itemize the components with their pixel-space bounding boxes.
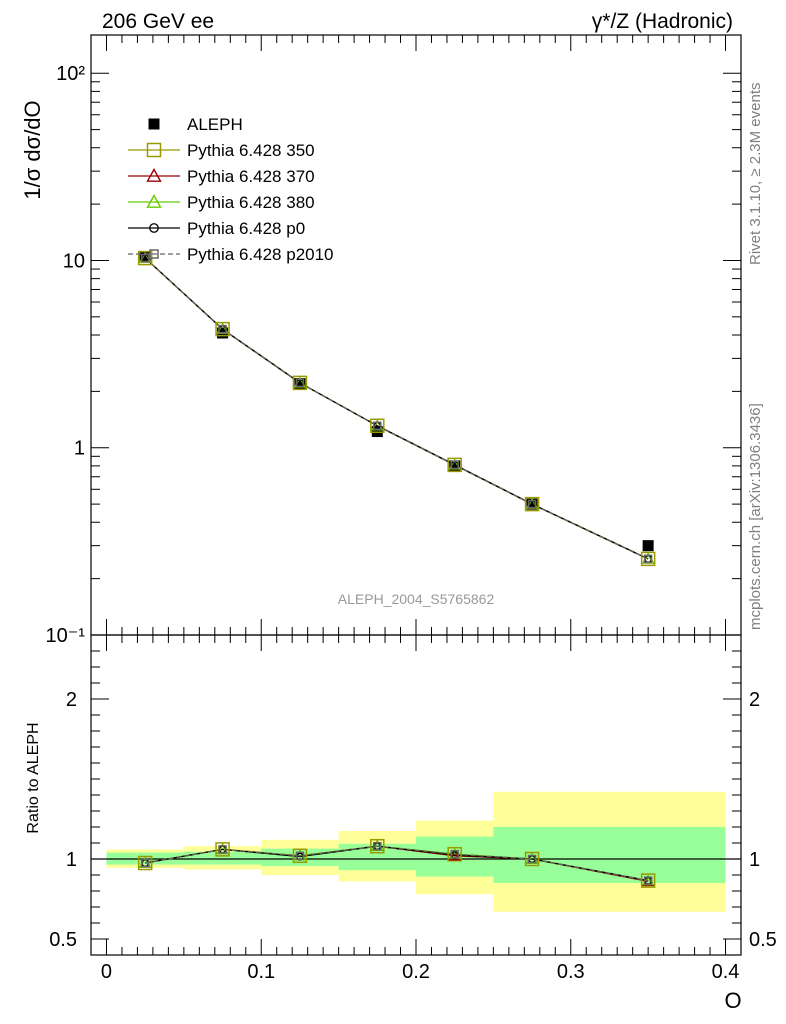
rivet-version-label: Rivet 3.1.10, ≥ 2.3M events — [747, 83, 764, 266]
legend-label-p0: Pythia 6.428 p0 — [187, 219, 305, 238]
ratio-marker-p2010 — [450, 849, 459, 859]
main-y-tick-label: 1 — [74, 438, 85, 460]
marker-p350 — [447, 457, 462, 473]
aleph-data-point — [294, 378, 306, 390]
marker-p350 — [640, 551, 656, 567]
main-y-tick-label: 10 — [63, 250, 85, 272]
ratio-marker-p350 — [447, 846, 462, 862]
ratio-panel: 2 2 1 1 0.5 0.5 0 0.1 0.2 0.3 0.4 — [49, 635, 777, 983]
mcplots-label: mcplots.cern.ch [arXiv:1306.3436] — [747, 403, 764, 630]
uncertainty-band-inner — [183, 851, 262, 865]
marker-p2010 — [527, 499, 537, 509]
main-y-tick-label: 10⁻¹ — [46, 625, 86, 647]
ratio-y-axis-label: Ratio to ALEPH — [25, 722, 42, 833]
main-y-axis-label: 1/σ dσ/dO — [20, 100, 45, 199]
legend-marker-p380 — [146, 194, 162, 208]
series-line-p350 — [144, 257, 649, 560]
legend-label-p370: Pythia 6.428 370 — [187, 167, 315, 186]
ratio-y-tick-label: 0.5 — [49, 929, 77, 951]
ratio-marker-p350 — [640, 873, 656, 888]
ratio-marker-p370 — [448, 849, 461, 861]
marker-p350 — [292, 375, 308, 391]
x-tick-label: 0.2 — [402, 961, 430, 983]
ratio-y-tick-label-right: 2 — [749, 689, 760, 711]
ratio-marker-p2010 — [373, 841, 382, 851]
x-tick-label: 0.3 — [557, 961, 585, 983]
legend-marker-p350 — [146, 142, 162, 158]
ratio-panel-frame — [90, 634, 742, 956]
legend-label-p380: Pythia 6.428 380 — [187, 193, 315, 212]
ratio-marker-p350 — [137, 855, 153, 871]
marker-p2010 — [373, 421, 382, 431]
ratio-marker-p350 — [292, 848, 308, 864]
marker-p2010 — [295, 378, 305, 388]
ratio-marker-p2010 — [140, 858, 150, 868]
ratio-y-tick-label-right: 1 — [749, 849, 760, 871]
main-y-tick-label: 10² — [56, 63, 85, 85]
ratio-y-tick-label: 2 — [66, 689, 77, 711]
legend-marker-data — [148, 118, 160, 130]
ratio-marker-p350 — [215, 842, 230, 857]
legend-label-data: ALEPH — [187, 115, 243, 134]
legend: ALEPH Pythia 6.428 350 Pythia 6.428 370 Pyt… — [128, 115, 334, 264]
marker-p2010 — [218, 324, 227, 334]
series-line-p380 — [144, 257, 649, 560]
x-axis-label: O — [724, 988, 741, 1013]
ratio-marker-p2010 — [643, 876, 653, 885]
aleph-data-point — [449, 460, 461, 472]
ratio-line-p2010 — [145, 845, 649, 882]
marker-p350 — [215, 321, 230, 337]
legend-marker-p2010 — [149, 249, 159, 259]
x-tick-label: 0.4 — [712, 961, 740, 983]
aleph-data-point — [642, 540, 654, 552]
marker-p350 — [524, 496, 540, 512]
x-tick-label: 0 — [101, 961, 112, 983]
aleph-data-point — [526, 498, 538, 510]
legend-label-p2010: Pythia 6.428 p2010 — [187, 245, 334, 264]
series-line-p370 — [144, 257, 649, 560]
ratio-y-tick-label-right: 0.5 — [749, 929, 777, 951]
header-energy-label: 206 GeV ee — [102, 10, 214, 33]
series-line-p0 — [144, 257, 649, 560]
marker-p2010 — [643, 554, 653, 564]
marker-p2010 — [450, 460, 459, 470]
ratio-marker-p2010 — [218, 845, 227, 854]
marker-p350 — [370, 418, 385, 434]
x-tick-label: 0.1 — [247, 961, 275, 983]
legend-marker-p370 — [146, 168, 162, 182]
ratio-marker-p2010 — [295, 851, 305, 861]
series-line-p2010 — [144, 257, 649, 560]
ratio-y-tick-label: 1 — [66, 849, 77, 871]
aleph-data-point — [139, 251, 151, 263]
ratio-marker-p350 — [370, 838, 385, 854]
legend-label-p350: Pythia 6.428 350 — [187, 141, 315, 160]
header-process-label: γ*/Z (Hadronic) — [592, 10, 733, 33]
legend-marker-p0 — [149, 223, 159, 233]
uncertainty-band-inner — [338, 843, 416, 871]
analysis-watermark: ALEPH_2004_S5765862 — [338, 591, 495, 607]
main-panel: 10² 10 1 10⁻¹ — [46, 35, 741, 647]
ratio-marker-p2010 — [527, 854, 537, 864]
ratio-marker-p350 — [524, 851, 540, 867]
